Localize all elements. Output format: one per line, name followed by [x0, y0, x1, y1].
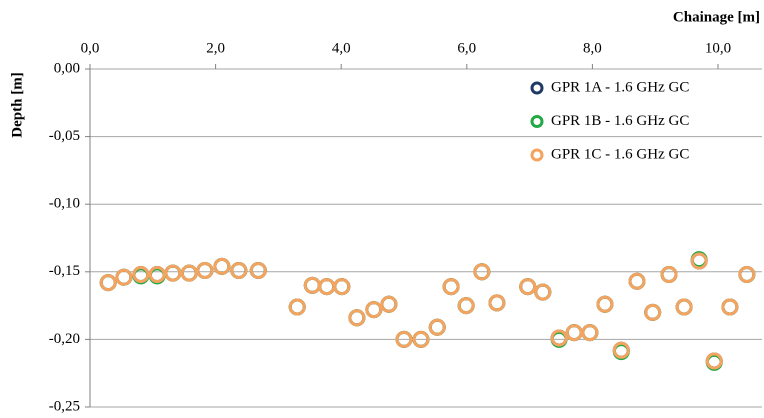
scatter-point	[365, 301, 383, 319]
scatter-point	[230, 261, 248, 279]
x-axis-title: Chainage [m]	[673, 9, 760, 25]
scatter-point	[628, 272, 646, 290]
scatter-point	[738, 266, 756, 284]
scatter-point	[612, 341, 630, 359]
y-axis-title: Depth [m]	[9, 72, 25, 137]
scatter-point	[488, 294, 506, 312]
scatter-point	[303, 276, 321, 294]
scatter-point	[164, 264, 182, 282]
scatter-point	[519, 278, 537, 296]
y-tick-label: -0,15	[49, 263, 80, 279]
legend-marker	[530, 148, 544, 162]
scatter-point	[457, 297, 475, 315]
scatter-point	[644, 303, 662, 321]
y-tick-label: -0,25	[49, 398, 80, 414]
x-tick-label: 6,0	[457, 40, 476, 56]
scatter-point	[581, 324, 599, 342]
scatter-point	[428, 318, 446, 336]
scatter-point	[249, 261, 267, 279]
y-tick-label: -0,05	[49, 128, 80, 144]
x-tick-label: 0,0	[81, 40, 100, 56]
scatter-point	[675, 298, 693, 316]
scatter-point	[690, 252, 708, 270]
scatter-point	[412, 330, 430, 348]
scatter-point	[348, 309, 366, 327]
scatter-point	[148, 266, 166, 284]
y-tick-label: -0,10	[49, 196, 80, 212]
scatter-point	[99, 274, 117, 292]
scatter-point	[115, 268, 133, 286]
scatter-point	[288, 298, 306, 316]
scatter-point	[596, 295, 614, 313]
x-tick-label: 8,0	[583, 40, 602, 56]
scatter-point	[565, 324, 583, 342]
legend-label: GPR 1B - 1.6 GHz GC	[551, 113, 689, 129]
scatter-point	[318, 278, 336, 296]
scatter-point	[180, 264, 198, 282]
scatter-point	[660, 266, 678, 284]
scatter-point	[132, 266, 150, 284]
x-tick-label: 10,0	[705, 40, 731, 56]
x-tick-label: 2,0	[206, 40, 225, 56]
legend-label: GPR 1A - 1.6 GHz GC	[551, 79, 689, 95]
y-tick-label: -0,20	[49, 331, 80, 347]
scatter-point	[213, 257, 231, 275]
legend-marker	[530, 115, 544, 128]
legend-label: GPR 1C - 1.6 GHz GC	[551, 146, 689, 162]
scatter-point	[196, 261, 214, 279]
scatter-point	[550, 329, 568, 347]
x-tick-label: 4,0	[332, 40, 351, 56]
scatter-point	[380, 295, 398, 313]
scatter-point	[705, 352, 723, 370]
scatter-point	[721, 298, 739, 316]
legend-marker	[530, 81, 544, 95]
scatter-point	[473, 263, 491, 281]
scatter-point	[442, 278, 460, 296]
scatter-point	[333, 278, 351, 296]
scatter-point	[534, 283, 552, 301]
y-tick-label: 0,00	[54, 60, 80, 76]
scatter-point	[395, 330, 413, 348]
